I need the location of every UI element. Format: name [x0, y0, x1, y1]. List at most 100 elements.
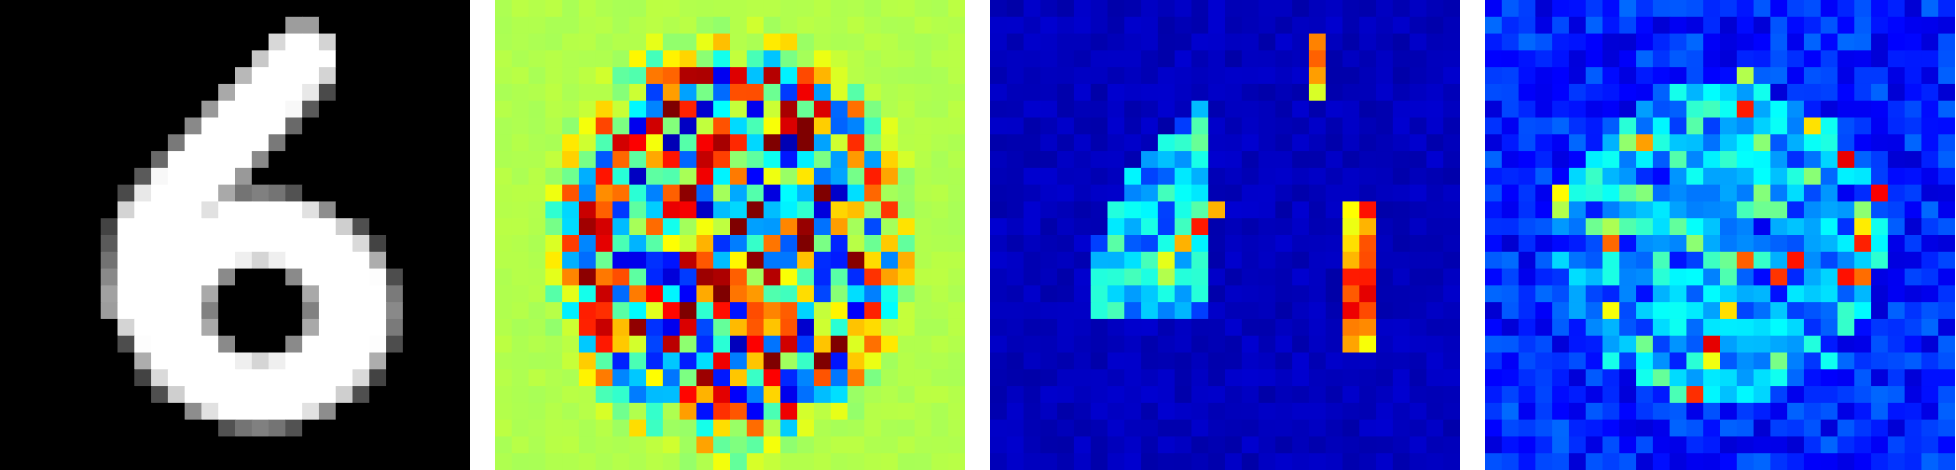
noisy-saliency-cell: [1770, 33, 1788, 51]
signed-attribution-cell: [763, 402, 781, 421]
input-digit-cell: [436, 251, 454, 270]
positive-saliency-cell: [1275, 218, 1293, 236]
input-digit-cell: [83, 402, 102, 421]
positive-saliency-cell: [1258, 402, 1276, 421]
noisy-saliency-cell: [1535, 218, 1553, 236]
noisy-saliency-cell: [1854, 235, 1872, 253]
input-digit-cell: [453, 419, 470, 438]
noisy-saliency-cell: [1854, 201, 1872, 219]
signed-attribution-cell: [780, 386, 798, 404]
input-digit-cell: [235, 83, 253, 102]
signed-attribution-cell: [511, 117, 530, 135]
signed-attribution-cell: [595, 117, 614, 135]
signed-attribution-cell: [948, 67, 965, 85]
noisy-saliency-cell: [1602, 419, 1620, 438]
input-digit-cell: [402, 33, 421, 51]
positive-saliency-cell: [1258, 419, 1276, 438]
signed-attribution-cell: [545, 16, 563, 35]
input-digit-cell: [167, 16, 186, 35]
positive-saliency-cell: [1392, 369, 1411, 387]
signed-attribution-cell: [847, 436, 865, 454]
positive-saliency-cell: [1191, 184, 1209, 203]
signed-attribution-cell: [545, 151, 563, 169]
noisy-saliency-cell: [1619, 134, 1637, 152]
positive-saliency-cell: [1426, 83, 1444, 102]
signed-attribution-cell: [713, 0, 731, 18]
positive-saliency-cell: [1107, 453, 1125, 470]
positive-saliency-cell: [1325, 0, 1344, 18]
signed-attribution-cell: [562, 100, 580, 119]
positive-saliency-cell: [1359, 151, 1377, 169]
signed-attribution-cell: [847, 16, 865, 35]
noisy-saliency-cell: [1904, 67, 1923, 85]
signed-attribution-cell: [746, 167, 765, 186]
noisy-saliency-cell: [1837, 134, 1855, 152]
positive-saliency-cell: [1174, 201, 1193, 219]
noisy-saliency-cell: [1636, 50, 1654, 68]
signed-attribution-cell: [780, 151, 798, 169]
noisy-saliency-cell: [1535, 16, 1553, 35]
positive-saliency-cell: [1292, 100, 1310, 119]
signed-attribution-cell: [881, 83, 899, 102]
signed-attribution-cell: [495, 402, 513, 421]
positive-saliency-cell: [1073, 285, 1092, 303]
input-digit-cell: [0, 285, 18, 303]
noisy-saliency-cell: [1938, 386, 1955, 404]
positive-saliency-cell: [1006, 50, 1025, 68]
input-digit-cell: [302, 151, 320, 169]
signed-attribution-cell: [511, 369, 530, 387]
input-digit-cell: [352, 218, 370, 236]
noisy-saliency-cell: [1552, 369, 1570, 387]
signed-attribution-cell: [528, 100, 546, 119]
signed-attribution-cell: [780, 335, 798, 354]
signed-attribution-cell: [646, 436, 664, 454]
input-digit-cell: [335, 402, 354, 421]
positive-saliency-cell: [1443, 302, 1460, 320]
input-digit-cell: [453, 318, 470, 337]
noisy-saliency-cell: [1585, 184, 1604, 203]
positive-saliency-cell: [1057, 201, 1075, 219]
input-digit-cell: [285, 436, 303, 454]
input-digit-cell: [251, 251, 270, 270]
positive-saliency-cell: [1208, 386, 1226, 404]
noisy-saliency-cell: [1854, 167, 1872, 186]
input-digit-cell: [436, 335, 454, 354]
positive-saliency-cell: [1073, 335, 1092, 354]
signed-attribution-cell: [881, 436, 899, 454]
input-digit-cell: [67, 117, 85, 135]
noisy-saliency-cell: [1535, 67, 1553, 85]
input-digit-cell: [285, 50, 303, 68]
input-digit-cell: [100, 33, 119, 51]
input-digit-cell: [436, 117, 454, 135]
input-digit-cell: [369, 235, 387, 253]
positive-saliency-cell: [1057, 285, 1075, 303]
positive-saliency-cell: [1023, 352, 1041, 370]
noisy-saliency-cell: [1787, 167, 1805, 186]
noisy-saliency-cell: [1602, 285, 1620, 303]
positive-saliency-cell: [1359, 436, 1377, 454]
noisy-saliency-cell: [1501, 436, 1520, 454]
input-digit-cell: [184, 100, 203, 119]
noisy-saliency-cell: [1703, 235, 1721, 253]
signed-attribution-cell: [696, 50, 714, 68]
positive-saliency-cell: [1023, 201, 1041, 219]
signed-attribution-cell: [746, 201, 765, 219]
input-digit-cell: [50, 134, 68, 152]
noisy-saliency-cell: [1770, 436, 1788, 454]
input-digit-cell: [386, 453, 404, 470]
signed-attribution-cell: [730, 386, 748, 404]
signed-attribution-cell: [662, 268, 681, 286]
positive-saliency-cell: [1258, 201, 1276, 219]
positive-saliency-cell: [1292, 268, 1310, 286]
signed-attribution-cell: [830, 352, 849, 370]
noisy-saliency-cell: [1568, 117, 1587, 135]
signed-attribution-cell: [813, 369, 832, 387]
positive-saliency-cell: [990, 67, 1008, 85]
positive-saliency-cell: [1342, 235, 1360, 253]
signed-attribution-cell: [797, 83, 815, 102]
noisy-saliency-cell: [1619, 16, 1637, 35]
input-digit-cell: [251, 268, 270, 286]
noisy-saliency-cell: [1820, 386, 1839, 404]
positive-saliency-cell: [1107, 318, 1125, 337]
noisy-saliency-cell: [1921, 184, 1939, 203]
